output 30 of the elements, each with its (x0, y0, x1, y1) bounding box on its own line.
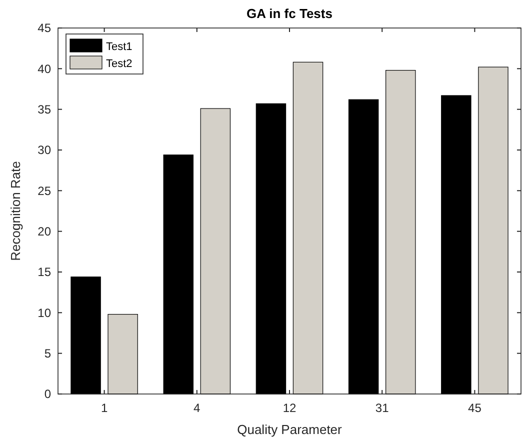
legend-label: Test1 (106, 40, 132, 53)
y-tick-label: 40 (38, 62, 52, 76)
bar (108, 314, 138, 394)
y-tick-label: 30 (38, 143, 52, 158)
y-tick-label: 45 (38, 21, 52, 36)
bar (292, 62, 324, 394)
chart-title: GA in fc Tests (246, 6, 332, 21)
legend-label: Test2 (106, 58, 132, 70)
x-tick-label: 4 (194, 401, 201, 415)
x-tick-label: 45 (468, 401, 482, 415)
bar (386, 70, 416, 394)
y-tick-label: 15 (38, 265, 52, 280)
y-tick-label: 10 (38, 306, 52, 320)
bar (70, 276, 101, 394)
x-tick-label: 1 (100, 401, 108, 415)
bar (163, 154, 194, 394)
bar (348, 99, 379, 394)
y-axis-title: Recognition Rate (8, 161, 23, 261)
x-tick-label: 12 (282, 401, 296, 415)
y-tick-label: 5 (44, 346, 52, 361)
bar (441, 95, 472, 394)
bar (478, 66, 508, 394)
bar (200, 108, 231, 394)
y-tick-label: 25 (38, 184, 52, 198)
y-tick-label: 20 (38, 224, 52, 239)
y-tick-label: 35 (38, 102, 52, 117)
x-tick-label: 31 (375, 401, 390, 415)
x-axis-title: Quality Parameter (237, 422, 343, 437)
bar (256, 103, 286, 394)
y-tick-label: 0 (44, 387, 52, 402)
